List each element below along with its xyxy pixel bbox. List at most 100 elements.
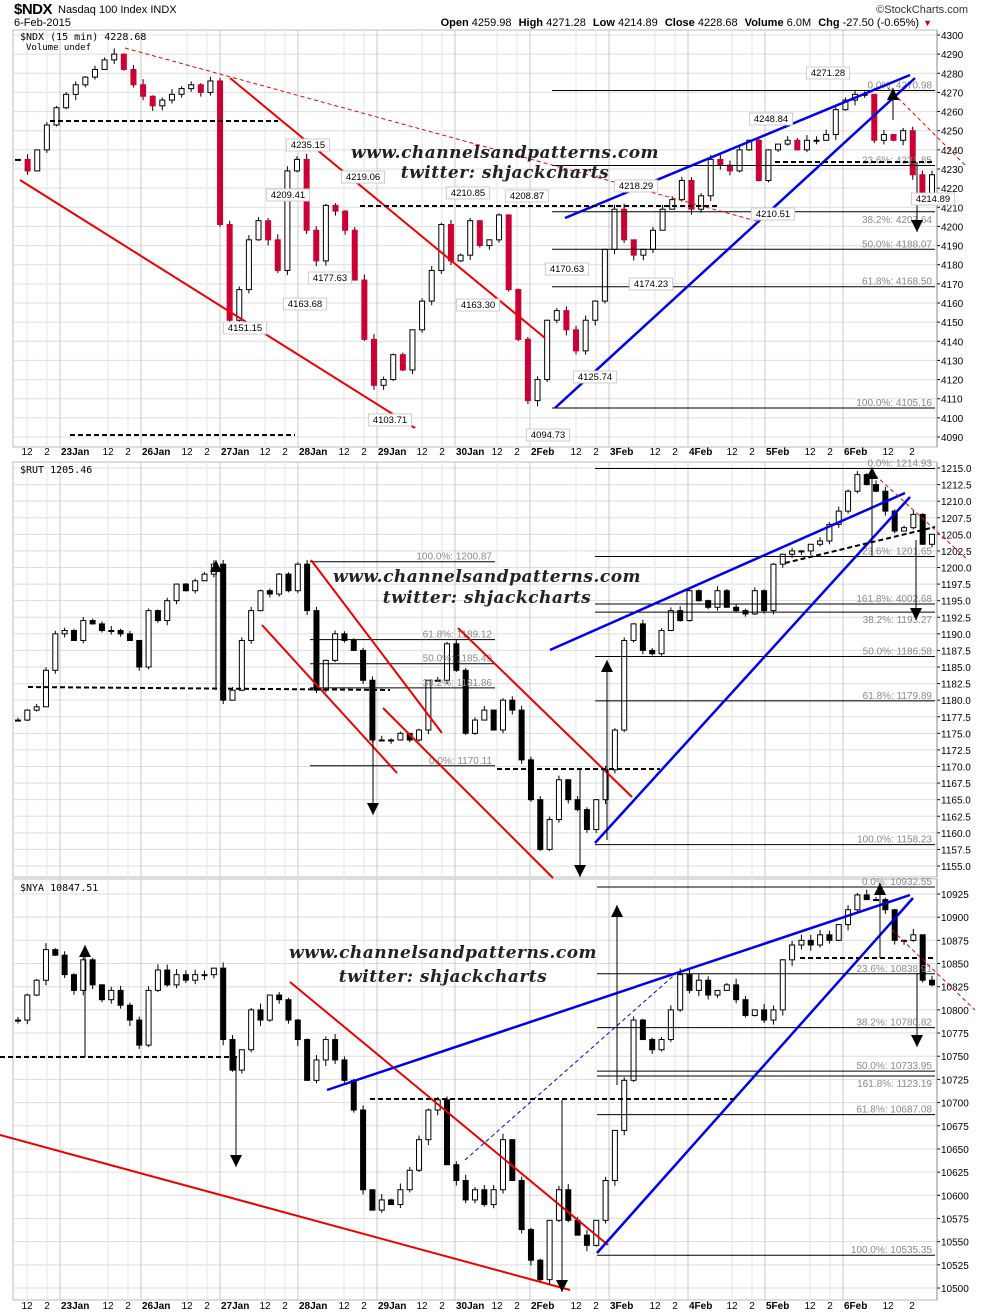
price-label-box (340, 170, 386, 184)
x-day-label: 29Jan (378, 1301, 406, 1312)
y-tick-label: 1185.0 (941, 663, 971, 674)
candle-down (705, 979, 712, 996)
volume-legend: Volume undef (26, 43, 91, 53)
candle-down (294, 1019, 301, 1041)
x-tick-label: 2 (909, 1301, 915, 1312)
candle-up (322, 659, 329, 691)
candle-up (192, 974, 199, 981)
candle-up (695, 979, 702, 991)
candle-down (723, 590, 730, 608)
candle-up (419, 300, 426, 331)
candle-up (779, 959, 786, 1011)
x-tick-label: 2 (44, 447, 50, 458)
candle-up (406, 1169, 413, 1191)
candle-up (621, 1079, 628, 1131)
price-label: 4208.87 (510, 191, 544, 202)
price-label: 4219.06 (346, 172, 380, 183)
y-tick-label: 10525 (941, 1261, 969, 1272)
candle-up (658, 1039, 665, 1051)
candle-down (573, 329, 580, 352)
arrow-up-icon (874, 883, 886, 895)
candle-up (775, 143, 782, 151)
candle-down (527, 1229, 534, 1261)
x-tick-label: 12 (491, 447, 503, 458)
x-tick-label: 2 (672, 1301, 678, 1312)
candle-down (220, 967, 227, 1041)
candle-up (751, 1009, 758, 1016)
candle-up (42, 949, 49, 981)
x-day-label: 4Feb (689, 447, 712, 458)
candle-down (350, 1079, 357, 1111)
candle-down (518, 709, 525, 761)
candle-up (669, 199, 676, 210)
candle-down (929, 979, 935, 986)
candle-down (742, 999, 749, 1016)
trendline (564, 73, 911, 220)
candle-up (611, 729, 618, 771)
x-tick-label: 2 (593, 1301, 599, 1312)
price-label: 4271.28 (811, 68, 845, 79)
x-tick-label: 2 (827, 447, 833, 458)
candle-down (140, 84, 147, 97)
x-tick-label: 12 (338, 1301, 350, 1312)
candle-up (34, 149, 41, 172)
y-tick-label: 10550 (941, 1238, 969, 1249)
y-tick-label: 4250 (941, 127, 964, 138)
price-label: 4214.89 (916, 194, 950, 205)
candle-up (434, 679, 441, 682)
candle-up (229, 689, 236, 701)
candle-up (111, 53, 118, 61)
fib-label: 161.8%: 1123.19 (857, 1079, 932, 1090)
fib-label: 0.0%: 10932.55 (862, 877, 932, 888)
candle-up (164, 600, 171, 622)
close-label: Close (664, 17, 695, 29)
candle-up (91, 68, 98, 78)
chart-date: 6-Feb-2015 (14, 17, 71, 29)
candle-down (182, 583, 189, 592)
y-tick-label: 4090 (941, 433, 964, 444)
fib-label: 38.2%: 10780.82 (856, 1018, 932, 1029)
candle-up (245, 239, 252, 291)
candle-up (472, 1189, 478, 1201)
y-tick-label: 10875 (941, 936, 969, 947)
candle-up (472, 719, 478, 734)
candle-down (369, 1189, 376, 1211)
candle-down (649, 1039, 656, 1051)
candle-down (351, 229, 358, 281)
candle-up (880, 134, 887, 141)
candle-up (546, 1219, 553, 1281)
x-day-label: 2Feb (531, 1301, 554, 1312)
candle-up (80, 620, 87, 641)
candle-down (332, 204, 339, 212)
arrow-up-icon (887, 88, 899, 100)
y-tick-label: 4110 (941, 395, 963, 406)
x-tick-label: 2 (909, 447, 915, 458)
watermark-twitter: twitter: shjackcharts (401, 163, 609, 183)
candle-up (416, 1139, 423, 1171)
y-tick-label: 1172.5 (941, 746, 971, 757)
x-tick-label: 12 (416, 447, 428, 458)
price-label: 4174.23 (634, 279, 668, 290)
down-arrow-icon: ▼ (923, 18, 932, 28)
candle-down (453, 643, 460, 671)
x-day-label: 28Jan (299, 1301, 327, 1312)
x-day-label: 27Jan (221, 1301, 249, 1312)
x-tick-label: 12 (21, 447, 33, 458)
candle-up (784, 139, 791, 145)
stockcharts-copyright[interactable]: ©StockCharts.com (876, 4, 968, 16)
x-tick-label: 12 (491, 1301, 503, 1312)
fib-label: 38.2%: 1181.86 (423, 678, 493, 689)
channel-line (19, 179, 416, 429)
y-tick-label: 10700 (941, 1099, 969, 1110)
candle-up (601, 248, 608, 302)
price-label: 4163.30 (461, 300, 495, 311)
candle-up (910, 934, 917, 941)
candle-up (534, 379, 541, 402)
candle-up (499, 699, 506, 731)
candle-up (659, 208, 666, 231)
y-tick-label: 4270 (941, 88, 964, 99)
x-tick-label: 2 (204, 1301, 210, 1312)
y-tick-label: 4290 (941, 50, 964, 61)
candle-up (658, 630, 665, 655)
candle-up (178, 88, 185, 95)
